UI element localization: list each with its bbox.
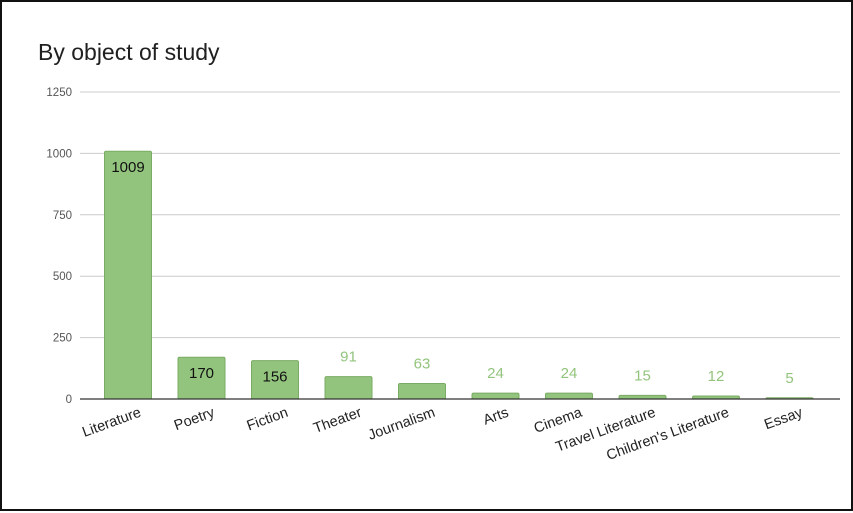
data-label: 24 (561, 365, 578, 382)
bar (545, 392, 593, 400)
data-label: 63 (414, 356, 431, 373)
y-axis-ticks: 0 250 500 750 1000 1250 (46, 87, 72, 406)
data-label: 15 (634, 367, 651, 384)
data-labels: 1009 170 156 91 63 24 24 15 12 5 (111, 159, 793, 387)
category-label: Literature (80, 405, 143, 441)
bar (324, 376, 373, 400)
y-tick-label: 1000 (46, 148, 72, 160)
data-label: 5 (785, 370, 793, 387)
y-tick-label: 500 (53, 271, 72, 283)
data-label: 1009 (111, 159, 144, 176)
data-label: 12 (708, 368, 725, 385)
category-label: Fiction (245, 405, 291, 435)
y-tick-label: 750 (53, 210, 72, 222)
data-label: 170 (189, 365, 214, 382)
bar (471, 392, 520, 400)
bars (104, 150, 814, 400)
data-label: 91 (340, 349, 357, 366)
bar (398, 383, 446, 400)
category-label: Essay (762, 404, 805, 433)
category-label: Poetry (172, 404, 218, 434)
bar (104, 150, 152, 400)
data-label: 156 (262, 369, 287, 386)
gridlines (80, 91, 840, 339)
category-label: Children's Literature (604, 405, 731, 464)
y-tick-label: 1250 (46, 87, 72, 99)
category-label: Arts (481, 405, 511, 429)
category-label: Theater (311, 405, 364, 437)
data-label: 24 (487, 365, 504, 382)
x-axis-categories: Literature Poetry Fiction Theater Journalism… (80, 404, 805, 464)
y-tick-label: 250 (53, 333, 72, 345)
y-tick-label: 0 (66, 394, 72, 406)
category-label: Journalism (366, 405, 437, 444)
chart-title: By object of study (38, 39, 220, 65)
